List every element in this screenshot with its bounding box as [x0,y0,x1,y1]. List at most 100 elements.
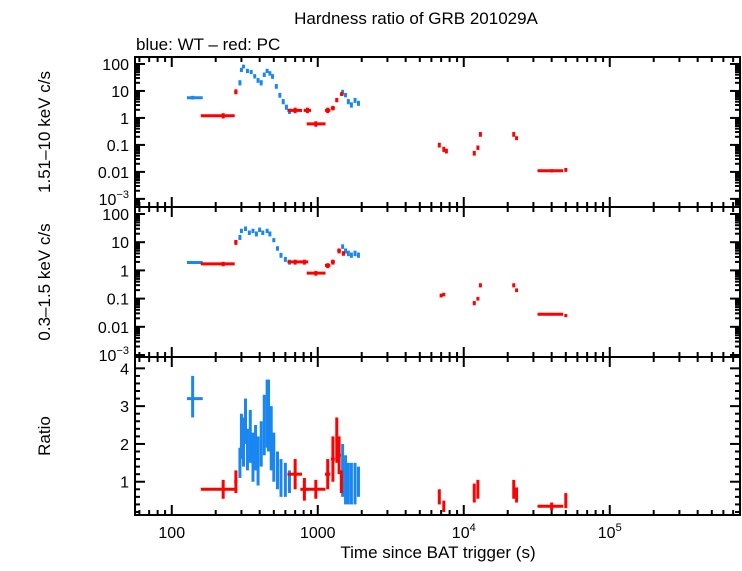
y-tick-label: 10 [111,235,129,252]
data-point-wt [344,455,348,505]
data-point-wt [284,104,288,110]
y-tick-label: 3 [120,399,129,416]
data-point-wt [265,68,269,74]
y-axis-label-soft: 0.3–1.5 keV c/s [35,223,54,340]
data-point-pc [564,167,568,172]
data-point-wt [238,80,242,86]
data-point-pc [515,136,519,141]
data-point-pc [442,292,446,297]
data-point-pc [200,113,235,119]
data-point-wt [186,261,203,265]
data-point-pc [537,502,564,511]
data-point-wt [259,80,263,86]
data-point-wt [356,252,360,258]
data-point-pc [324,263,331,269]
data-point-wt [356,466,360,497]
data-point-wt [341,244,345,249]
data-point-wt [346,250,350,257]
y-tick-label: 4 [120,361,129,378]
data-point-wt [268,71,272,76]
data-point-wt [251,432,255,482]
data-point-wt [242,64,246,69]
data-point-pc [306,479,326,499]
data-point-pc [472,483,476,503]
y-axis-label-ratio: Ratio [35,416,54,456]
data-point-wt [239,67,243,73]
data-point-wt [258,227,262,232]
data-point-pc [303,107,312,114]
data-point-pc [306,271,326,276]
data-point-pc [287,107,303,114]
data-point-wt [283,462,287,497]
data-point-wt [239,413,243,460]
data-point-wt [274,84,278,89]
data-point-pc [234,239,238,245]
data-point-wt [353,97,357,103]
data-point-pc [287,459,303,490]
data-point-pc [200,261,235,267]
panel-frame [134,356,741,516]
data-point-pc [476,479,480,499]
panel-0 [134,56,741,208]
data-point-wt [279,459,283,497]
data-point-wt [353,250,357,257]
data-point-pc [476,145,480,150]
data-point-pc [564,314,568,318]
data-point-pc [442,146,446,152]
panel-frame [134,56,741,208]
data-point-pc [444,148,448,154]
data-point-pc [476,296,480,301]
data-point-wt [256,436,260,486]
data-point-wt [356,100,360,106]
data-point-pc [234,89,238,95]
y-tick-label: 0.1 [107,292,129,309]
data-point-pc [472,301,476,306]
y-tick-label: 2 [120,437,129,454]
data-point-wt [349,252,353,258]
data-point-wt [283,256,287,262]
data-point-pc [442,500,446,512]
data-point-wt [269,406,273,471]
data-point-wt [261,230,265,235]
data-point-pc [339,92,344,96]
y-tick-label: 0.1 [107,138,129,155]
panel-2 [134,356,741,516]
y-tick-label: 100 [102,207,129,224]
data-point-wt [346,99,350,105]
x-axis-label: Time since BAT trigger (s) [340,543,535,562]
data-point-pc [200,479,235,499]
data-point-wt [268,231,272,237]
data-point-pc [512,283,516,288]
data-point-wt [279,252,283,258]
data-point-pc [437,489,441,505]
data-point-pc [515,288,519,293]
x-tick-label: 1000 [300,525,336,542]
data-point-pc [478,283,482,288]
data-point-pc [478,132,482,137]
data-point-wt [272,432,276,482]
data-point-pc [337,248,341,254]
data-point-wt [254,425,258,471]
data-point-pc [515,487,519,503]
data-point-pc [564,493,568,509]
data-point-pc [324,107,331,114]
data-point-wt [253,74,257,79]
data-point-wt [249,69,253,75]
data-point-wt [262,394,266,456]
data-point-pc [339,470,343,494]
data-point-wt [276,246,280,251]
data-point-wt [238,234,242,240]
data-point-wt [248,409,252,463]
data-point-pc [512,479,516,499]
chart-subtitle: blue: WT – red: PC [136,35,280,54]
data-point-wt [353,462,357,505]
panel-1 [134,206,741,358]
panel-frame [134,206,741,358]
data-point-pc [330,105,335,111]
data-point-wt [349,462,353,505]
y-tick-label: 0.01 [98,320,129,337]
data-point-wt [244,398,248,444]
data-point-wt [344,92,348,98]
data-point-wt [267,379,271,452]
